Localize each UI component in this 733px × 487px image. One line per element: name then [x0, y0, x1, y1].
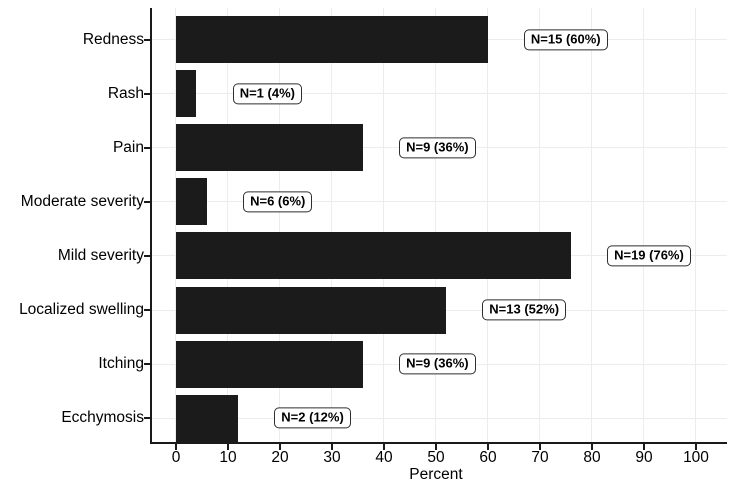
bar-localized-swelling	[175, 286, 446, 334]
gridline-vertical	[331, 8, 332, 442]
x-axis-tick	[695, 444, 697, 450]
x-axis-title: Percent	[409, 466, 463, 483]
x-axis-tick	[279, 444, 281, 450]
y-axis-tick	[144, 38, 151, 41]
bar-rash	[175, 70, 197, 118]
x-tick-label: 30	[323, 449, 341, 466]
gridline-horizontal	[152, 201, 727, 203]
bar-ecchymosis	[175, 394, 238, 442]
bar-annotation: N=19 (76%)	[607, 245, 691, 267]
bar-annotation: N=9 (36%)	[399, 137, 476, 159]
y-axis-tick	[144, 254, 151, 257]
bar-pain	[175, 124, 363, 172]
y-axis-label: Ecchymosis	[61, 409, 144, 427]
bar-annotation: N=6 (6%)	[243, 191, 313, 213]
y-axis-label: Mild severity	[57, 246, 144, 264]
gridline-vertical	[383, 8, 384, 442]
x-tick-label: 0	[171, 449, 181, 466]
y-axis-tick	[144, 363, 151, 366]
y-axis-label: Redness	[82, 30, 144, 48]
gridline-vertical	[695, 8, 696, 442]
gridline-vertical	[435, 8, 436, 442]
x-tick-label: 70	[531, 449, 549, 466]
x-axis-tick	[435, 444, 437, 450]
x-tick-label: 60	[479, 449, 497, 466]
y-axis-tick	[144, 92, 151, 95]
y-axis-label: Localized swelling	[19, 301, 144, 318]
bar-annotation: N=15 (60%)	[523, 28, 608, 51]
y-axis-tick	[144, 200, 151, 203]
gridline-horizontal	[152, 417, 727, 419]
bar-annotation: N=9 (36%)	[399, 353, 476, 375]
gridline-vertical	[227, 8, 228, 442]
x-axis-tick	[331, 444, 333, 450]
x-tick-label: 90	[635, 449, 653, 466]
gridline-vertical	[591, 8, 592, 442]
bar-annotation: N=1 (4%)	[232, 82, 302, 105]
x-tick-label: 100	[683, 449, 709, 466]
y-axis-tick	[144, 417, 151, 420]
y-axis-label: Rash	[107, 84, 144, 102]
x-axis-tick	[643, 444, 645, 450]
bar-redness	[175, 16, 488, 63]
bar-mild-severity	[175, 232, 571, 280]
bar-annotation: N=13 (52%)	[482, 299, 567, 321]
y-axis-label: Itching	[98, 355, 144, 373]
bar-itching	[175, 340, 363, 388]
x-axis-tick	[487, 444, 489, 450]
x-axis-tick	[175, 444, 177, 450]
gridline-horizontal	[152, 93, 727, 95]
bar-moderate-severity	[175, 178, 207, 226]
plot-panel: N=15 (60%) N=1 (4%) N=9 (36%) N=6 (6%) N=19 …	[150, 8, 727, 444]
y-axis-label: Pain	[112, 138, 144, 156]
gridline-vertical	[487, 8, 488, 442]
x-tick-label: 40	[375, 449, 393, 466]
y-axis-tick	[144, 309, 151, 311]
x-tick-label: 20	[271, 449, 289, 466]
y-axis-label: Moderate severity	[20, 192, 144, 210]
gridline-vertical	[539, 8, 540, 442]
x-tick-label: 50	[427, 449, 445, 466]
gridline-vertical	[279, 8, 280, 442]
x-axis-tick	[383, 444, 385, 450]
x-axis-tick	[591, 444, 593, 450]
bar-annotation: N=2 (12%)	[274, 407, 351, 429]
x-tick-label: 10	[219, 449, 237, 466]
x-axis-tick	[227, 444, 229, 450]
x-axis-tick	[539, 444, 541, 450]
gridline-vertical	[643, 8, 644, 442]
y-axis-tick	[144, 146, 151, 149]
x-tick-label: 80	[583, 449, 601, 466]
